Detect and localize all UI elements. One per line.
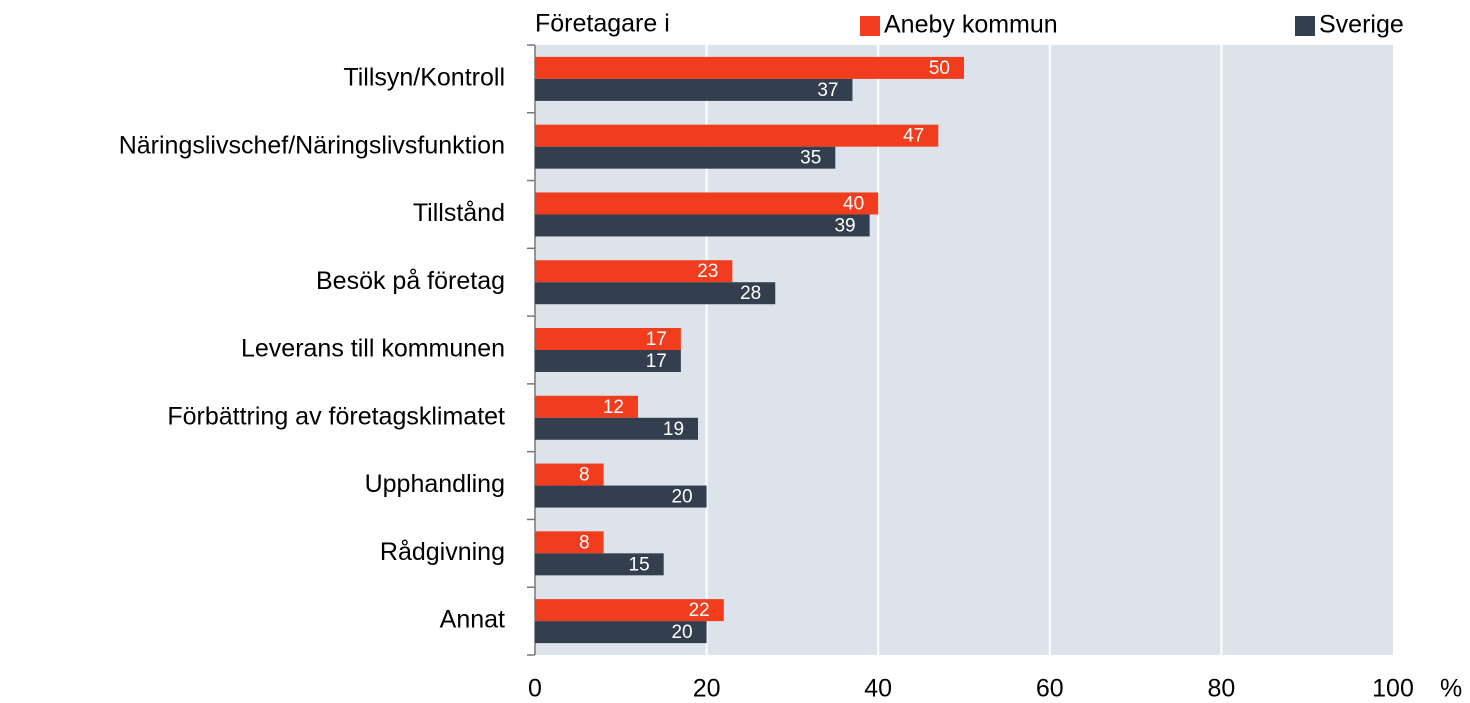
y-tick-label: Annat bbox=[440, 606, 505, 634]
value-label: 23 bbox=[697, 261, 718, 282]
y-tick-label: Näringslivschef/Näringslivsfunktion bbox=[119, 131, 505, 159]
bar bbox=[535, 328, 681, 350]
y-tick-label: Besök på företag bbox=[316, 267, 505, 295]
y-tick-label: Rådgivning bbox=[380, 538, 505, 566]
y-tick-label: Tillsyn/Kontroll bbox=[343, 63, 505, 91]
bar bbox=[535, 485, 707, 508]
value-label: 12 bbox=[603, 397, 624, 418]
y-tick-label: Förbättring av företagsklimatet bbox=[167, 402, 505, 430]
value-label: 28 bbox=[740, 283, 761, 304]
bar bbox=[535, 146, 836, 169]
x-axis-unit: % bbox=[1440, 675, 1462, 703]
bar bbox=[535, 599, 724, 622]
x-tick-label: 60 bbox=[1036, 675, 1064, 703]
y-tick-label: Upphandling bbox=[365, 470, 505, 498]
legend-label: Aneby kommun bbox=[884, 11, 1058, 39]
value-label: 37 bbox=[817, 80, 838, 101]
bar bbox=[535, 78, 853, 101]
value-label: 19 bbox=[663, 419, 684, 440]
value-label: 47 bbox=[903, 126, 924, 147]
legend-swatch bbox=[860, 16, 880, 36]
value-label: 8 bbox=[579, 532, 590, 553]
bar bbox=[535, 56, 964, 79]
bar bbox=[535, 350, 681, 372]
y-tick-label: Tillstånd bbox=[413, 199, 505, 227]
value-label: 40 bbox=[843, 193, 864, 214]
x-tick-label: 80 bbox=[1207, 675, 1235, 703]
bar bbox=[535, 531, 604, 554]
y-tick-label: Leverans till kommunen bbox=[241, 335, 505, 363]
bar bbox=[535, 553, 664, 576]
bar bbox=[535, 124, 939, 147]
bar bbox=[535, 621, 707, 644]
chart-title: Företagare i bbox=[535, 10, 670, 38]
value-label: 35 bbox=[800, 148, 821, 169]
value-label: 50 bbox=[929, 58, 950, 79]
value-label: 39 bbox=[834, 215, 855, 236]
bar bbox=[535, 282, 776, 305]
x-tick-label: 100 bbox=[1372, 675, 1414, 703]
value-label: 22 bbox=[689, 600, 710, 621]
x-tick-label: 0 bbox=[528, 675, 542, 703]
x-tick-label: 20 bbox=[693, 675, 721, 703]
legend-label: Sverige bbox=[1319, 11, 1404, 39]
bar bbox=[535, 417, 699, 440]
bar bbox=[535, 395, 638, 418]
value-label: 17 bbox=[646, 351, 667, 372]
value-label: 8 bbox=[579, 465, 590, 486]
value-label: 20 bbox=[671, 487, 692, 508]
legend-swatch bbox=[1295, 16, 1315, 36]
bar bbox=[535, 463, 604, 486]
value-label: 17 bbox=[646, 329, 667, 350]
x-tick-label: 40 bbox=[864, 675, 892, 703]
bar bbox=[535, 214, 870, 237]
bar bbox=[535, 192, 879, 215]
value-label: 15 bbox=[629, 554, 650, 575]
value-label: 20 bbox=[671, 622, 692, 643]
bar bbox=[535, 260, 733, 283]
